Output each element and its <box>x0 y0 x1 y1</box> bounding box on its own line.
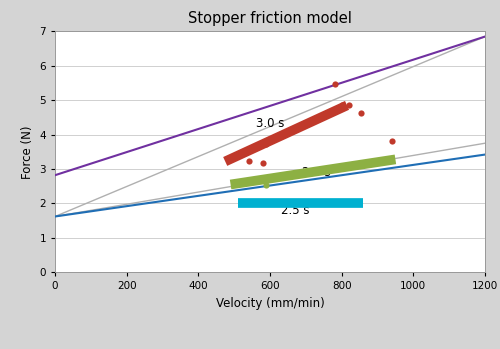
Point <box>262 183 270 188</box>
X-axis label: Velocity (mm/min): Velocity (mm/min) <box>216 297 324 310</box>
Title: Stopper friction model: Stopper friction model <box>188 11 352 26</box>
Point <box>244 159 252 164</box>
Point <box>388 139 396 144</box>
Point <box>358 110 366 116</box>
Point <box>330 81 338 87</box>
Point <box>259 160 267 166</box>
Point <box>262 141 270 147</box>
Y-axis label: Force (N): Force (N) <box>21 125 34 179</box>
Point <box>338 102 345 107</box>
Text: 3.0 s: 3.0 s <box>256 117 284 130</box>
Point <box>345 102 353 107</box>
Text: 2.7 s: 2.7 s <box>302 166 331 179</box>
Text: 2.5 s: 2.5 s <box>281 205 309 217</box>
